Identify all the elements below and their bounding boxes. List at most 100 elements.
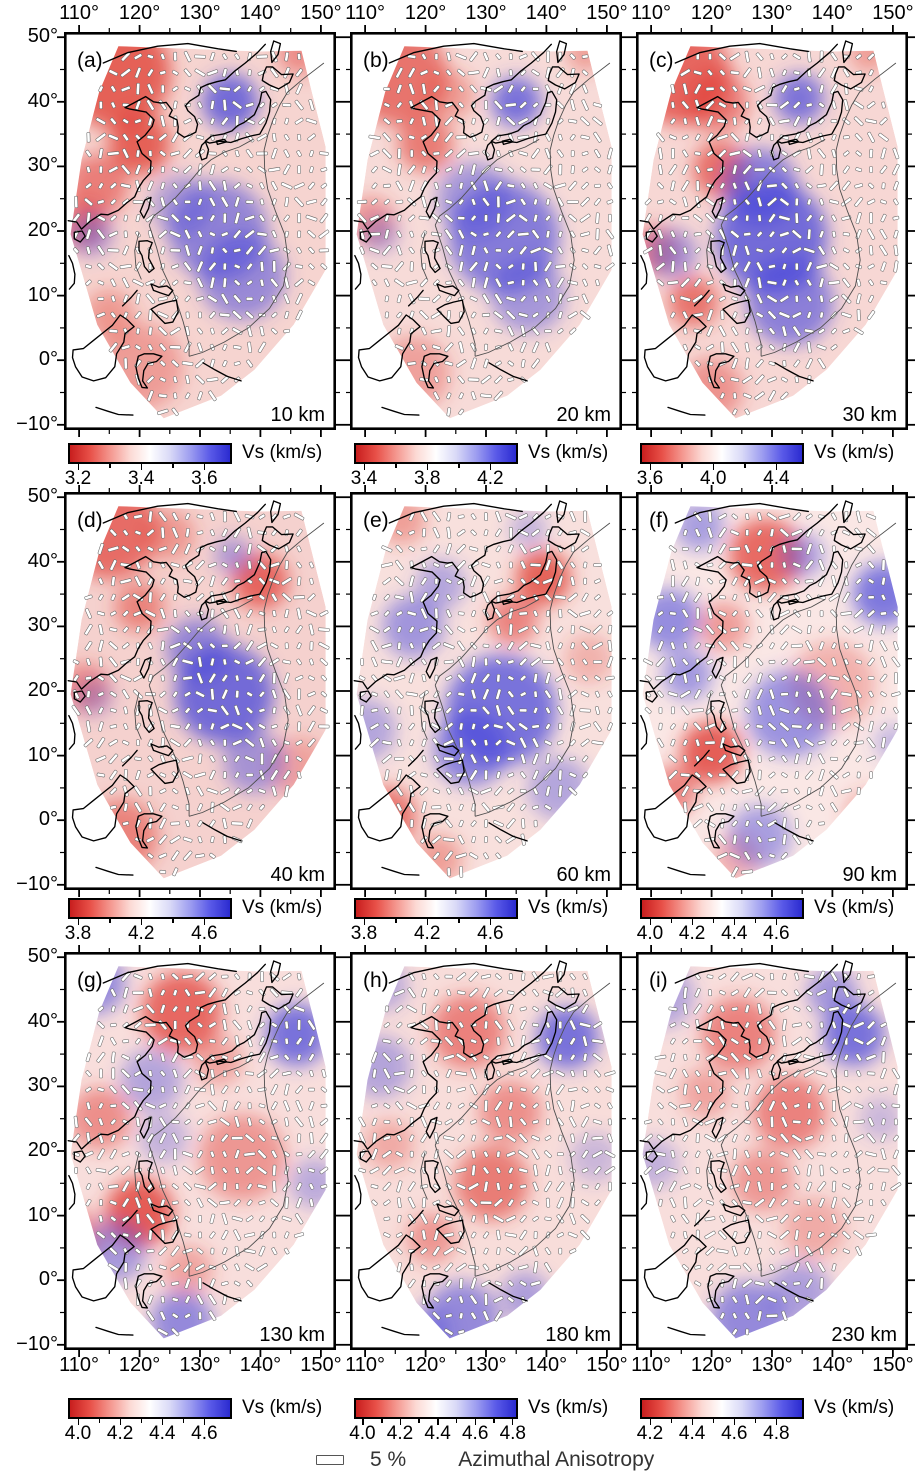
colorbar-gradient — [354, 898, 518, 919]
colorbar-major-tick — [363, 464, 366, 470]
colorbar-minor-tick — [381, 1419, 383, 1423]
colorbar-tick-label: 4.0 — [64, 1423, 92, 1444]
coastline — [722, 1219, 751, 1245]
colorbar-gradient — [354, 443, 518, 464]
coastline — [424, 240, 441, 274]
coastline — [776, 550, 844, 604]
coastline — [556, 500, 568, 524]
coastline — [138, 700, 155, 734]
colorbar-unit-label: Vs (km/s) — [814, 1397, 895, 1418]
coastline — [693, 1209, 710, 1227]
colorbar-minor-tick — [98, 1419, 101, 1423]
coastline — [215, 1058, 228, 1066]
lat-tick-label: 50° — [27, 25, 58, 48]
coastline — [774, 822, 814, 842]
coastline — [353, 503, 552, 690]
anisotropy-legend: 5 % Azimuthal Anisotropy — [0, 1448, 922, 1472]
coastline — [202, 1282, 242, 1302]
panel-letter: (a) — [77, 49, 103, 72]
coastline — [204, 550, 272, 604]
map-frame — [635, 951, 908, 1350]
colorbar-unit-label: Vs (km/s) — [528, 442, 609, 463]
lat-tick-label: 20° — [27, 1139, 58, 1161]
depth-label: 20 km — [557, 404, 611, 426]
coastline — [95, 406, 134, 416]
coastline — [381, 406, 420, 416]
lon-tick-label-bottom: 110° — [631, 1354, 672, 1376]
coastline — [68, 1174, 76, 1210]
plate-boundary-line — [188, 982, 325, 1277]
colorbar-major-tick — [775, 464, 778, 470]
lon-tick-label-top: 130° — [751, 2, 793, 24]
coastline — [138, 240, 155, 274]
coastline — [424, 700, 441, 734]
colorbar-minor-tick — [172, 919, 174, 923]
colorbar-major-tick — [203, 464, 206, 470]
anisotropy-bars — [643, 510, 901, 878]
lat-tick-label: 30° — [27, 614, 58, 637]
depth-label: 40 km — [271, 864, 325, 886]
colorbar-minor-tick — [455, 1419, 458, 1423]
panel-letter: (d) — [77, 509, 103, 532]
colorbar-major-tick — [203, 1419, 206, 1425]
colorbar-g: 4.0 4.2 4.4 4.6 Vs (km/s) — [64, 1390, 350, 1452]
lat-tick-label: 30° — [27, 1074, 58, 1097]
colorbar-major-tick — [140, 919, 143, 925]
lon-tick-label-top: 120° — [404, 2, 447, 24]
coastline — [139, 196, 152, 219]
coastline — [722, 759, 751, 785]
coastline — [67, 503, 266, 690]
colorbar-major-tick — [77, 1419, 80, 1425]
colorbar-minor-tick — [458, 919, 460, 923]
coastline — [645, 690, 658, 703]
coastline — [73, 690, 86, 703]
coastline — [354, 1174, 362, 1210]
plate-boundary-line — [148, 1145, 190, 1277]
colorbar-tick-label: 4.2 — [386, 1423, 414, 1444]
coastline — [639, 963, 838, 1150]
map-panel-g: (g) 130 km — [57, 945, 343, 1357]
panel-letter: (g) — [77, 969, 103, 992]
colorbar-tick-label: 3.2 — [64, 468, 92, 489]
plate-boundary-line — [434, 1058, 540, 1146]
coastline — [388, 42, 523, 64]
plate-boundary-line — [760, 62, 897, 357]
coastline — [357, 774, 421, 842]
coastline — [424, 1160, 441, 1194]
depth-label: 90 km — [843, 864, 897, 886]
frame-ticks — [57, 945, 343, 1357]
coastline — [138, 1160, 155, 1194]
colorbar-b: 3.4 3.8 4.2 Vs (km/s) — [350, 435, 636, 497]
colorbar-major-tick — [140, 464, 143, 470]
coastline — [261, 66, 294, 90]
colorbar-minor-tick — [712, 1419, 715, 1423]
plate-boundary-line — [720, 1145, 762, 1277]
coastline — [643, 774, 707, 842]
coastline — [711, 1116, 724, 1139]
colorbar-major-tick — [399, 1419, 402, 1425]
coastline — [710, 700, 727, 734]
colorbar-d: 3.8 4.2 4.6 Vs (km/s) — [64, 890, 350, 952]
plate-boundary-line — [188, 62, 325, 357]
coastline — [359, 230, 372, 243]
coastline — [436, 743, 460, 757]
colorbar-major-tick — [489, 919, 492, 925]
colorbar-major-tick — [426, 464, 429, 470]
colorbar-major-tick — [119, 1419, 122, 1425]
plate-boundary-line — [420, 232, 428, 280]
lat-tick-label: −10° — [16, 412, 58, 435]
legend-title: Azimuthal Anisotropy — [458, 1448, 655, 1471]
coastline — [547, 526, 580, 550]
depth-label: 180 km — [545, 1324, 611, 1346]
colorbar-tick-label: 4.6 — [477, 923, 504, 944]
plate-boundary-line — [706, 232, 714, 280]
coastline — [774, 1282, 814, 1302]
coastline — [787, 138, 800, 146]
lat-tick-label: 0° — [38, 348, 58, 371]
coastline — [640, 1174, 648, 1210]
plate-boundary-line — [434, 225, 476, 357]
coastline — [407, 749, 424, 767]
coastline — [776, 1010, 844, 1064]
map-svg-i: (i) 230 km — [629, 945, 915, 1357]
colorbar-tick-label: 3.8 — [350, 923, 378, 944]
